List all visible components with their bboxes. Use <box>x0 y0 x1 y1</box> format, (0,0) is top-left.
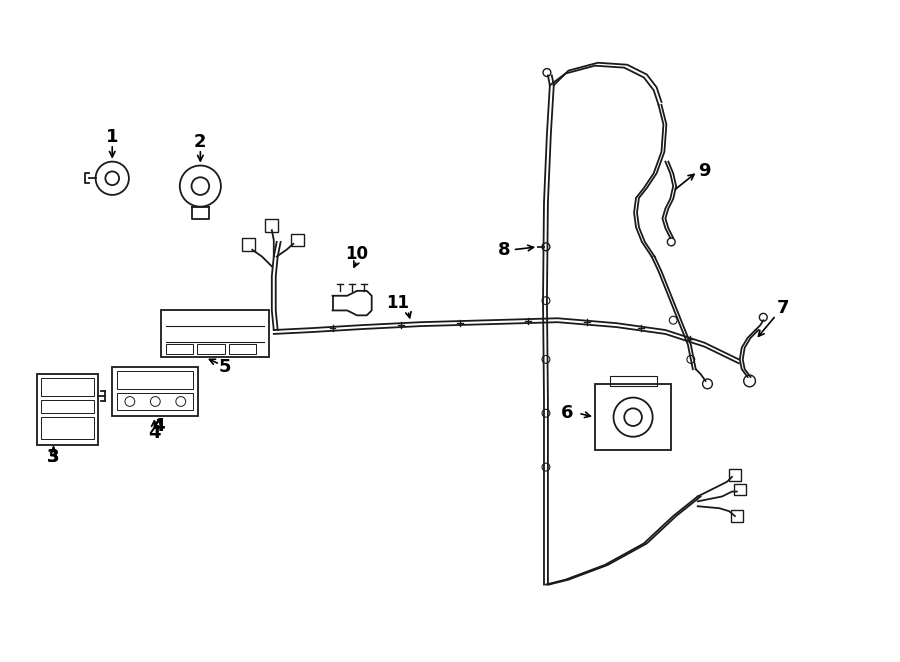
Bar <box>609 376 657 386</box>
Bar <box>734 484 746 495</box>
Bar <box>266 219 278 232</box>
Bar <box>37 374 97 445</box>
Text: 5: 5 <box>219 358 231 376</box>
Text: 1: 1 <box>106 128 119 146</box>
Text: 7: 7 <box>777 299 789 318</box>
Bar <box>291 234 303 246</box>
Bar <box>161 310 269 357</box>
Bar <box>166 344 194 354</box>
Text: 3: 3 <box>47 448 59 466</box>
Text: 9: 9 <box>698 162 711 181</box>
Text: 3: 3 <box>47 448 59 466</box>
Text: 10: 10 <box>346 245 368 263</box>
Bar <box>729 469 741 481</box>
Text: 4: 4 <box>152 417 165 435</box>
Text: 4: 4 <box>148 424 160 442</box>
Text: 6: 6 <box>562 404 573 422</box>
Bar <box>40 417 94 439</box>
Bar <box>112 367 198 416</box>
Text: 2: 2 <box>194 133 207 151</box>
Bar <box>731 510 742 522</box>
Bar <box>40 400 94 413</box>
Bar <box>595 384 671 450</box>
Bar <box>197 344 225 354</box>
Text: 8: 8 <box>498 241 510 259</box>
Bar <box>229 344 256 354</box>
Bar <box>117 371 194 389</box>
Bar <box>40 378 94 396</box>
Bar <box>242 238 255 251</box>
Text: 11: 11 <box>387 294 410 312</box>
Text: 4: 4 <box>152 417 165 435</box>
Bar <box>117 393 194 410</box>
